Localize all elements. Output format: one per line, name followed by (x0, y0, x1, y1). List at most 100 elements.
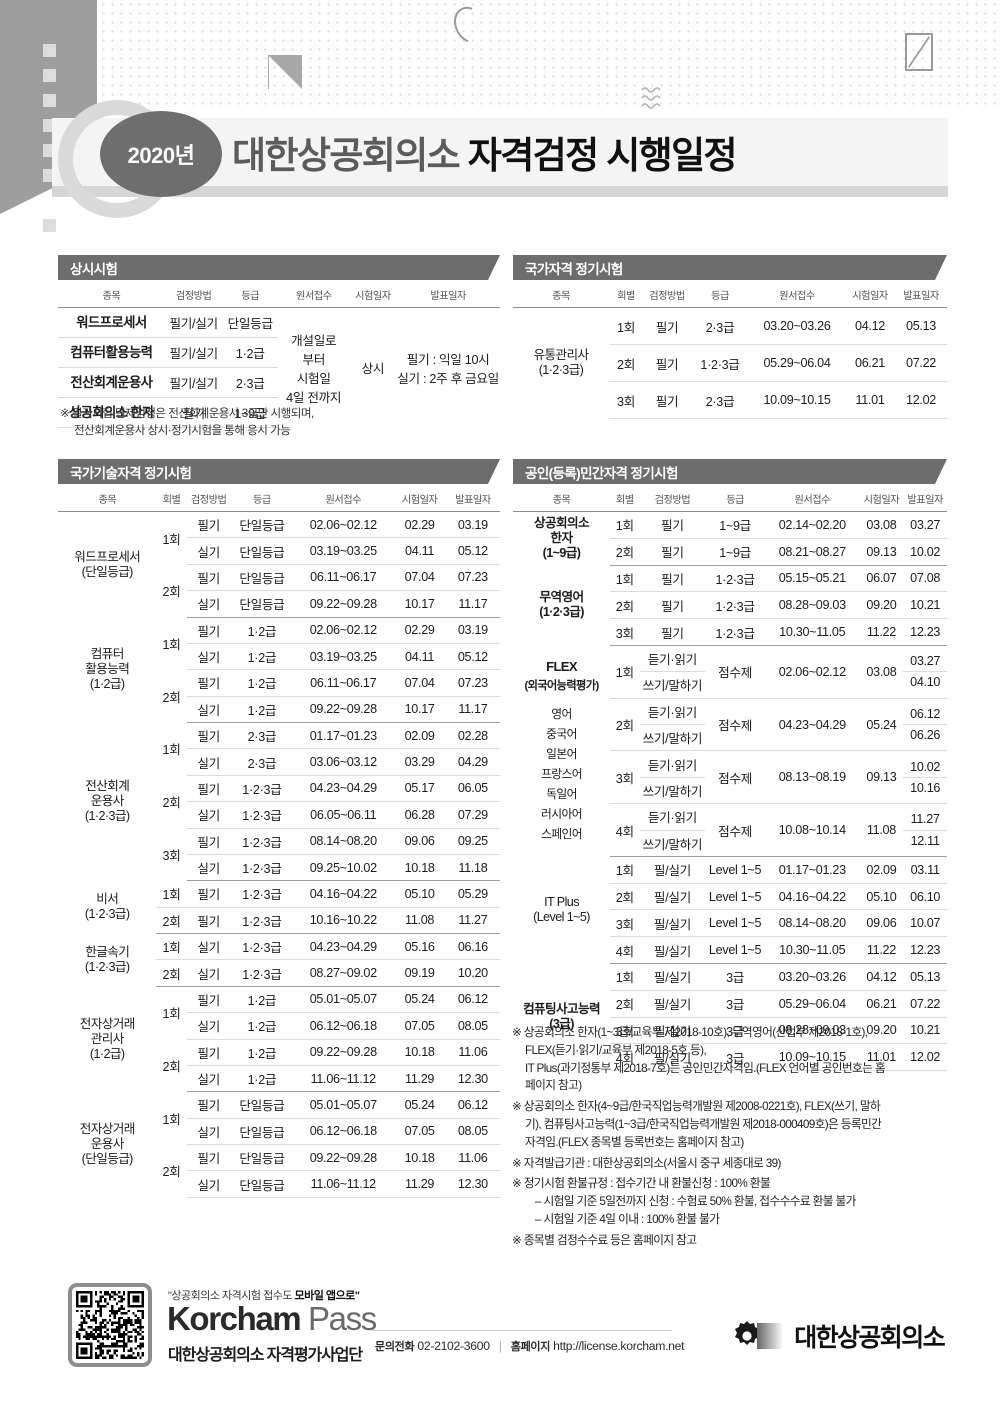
cell-grade: 단일등급 (222, 307, 278, 338)
cell-subject: 비서 (1·2·3급) (58, 881, 156, 934)
always-exam-table: 종목 검정방법 등급 원서접수 시험일자 발표일자 워드프로세서 필기/실기 단… (58, 283, 500, 428)
subject-line-2: (1·2·3급) (84, 907, 130, 922)
qr-code-icon[interactable] (68, 1283, 152, 1367)
cell-grade: 단일등급 (230, 1118, 294, 1146)
subject-line-2: (Level 1~5) (533, 909, 590, 924)
cell-method: 실기 (186, 1118, 231, 1146)
cell-method: 실기 (186, 643, 231, 671)
col-grade: 등급 (691, 283, 749, 308)
subject-line-1: 전산회계 (85, 779, 130, 794)
app-tagline: "상공회의소 자격시험 접수도 모바일 앱으로" (168, 1287, 360, 1303)
cell-examdate: 09.06 (859, 909, 904, 938)
cell-round: 2회 (162, 796, 181, 811)
footnote-1-line-1: ※ 상공회의소 한자(1~3급/교육부 제2018-10호), 무역영어(산업부… (512, 1026, 868, 1039)
table-row: 실기 단일등급 06.12~06.18 07.05 08.05 (58, 1118, 500, 1146)
cell-grade: Level 1~5 (705, 856, 765, 884)
cell-resultdate: 11.17 (445, 590, 500, 618)
col-method: 검정방법 (164, 283, 223, 308)
cell-resultdate: 05.13 (903, 963, 947, 991)
col-examdate: 시험일자 (349, 283, 397, 308)
table-header-row: 종목 회별 검정방법 등급 원서접수 시험일자 발표일자 (513, 283, 947, 308)
cell-round: 2회 (162, 690, 181, 705)
table-row: 4회 필/실기 Level 1~5 10.30~11.05 11.22 12.23 (513, 936, 947, 965)
method-listening-reading: 듣기·읽기 (639, 804, 706, 831)
cell-resultdate: 12.02 (895, 381, 947, 419)
cell-application: 05.01~05.07 (293, 986, 394, 1014)
cell-grade: 단일등급 (230, 590, 294, 618)
table-row: 한글속기 (1·2·3급) 1회 실기 1·2·3급 04.23~04.29 05.16 06… (58, 933, 500, 974)
cell-method: 필기 (186, 669, 231, 697)
year-badge-label: 2020년 (127, 143, 195, 168)
cell-resultdate: 10.20 (445, 959, 500, 987)
cell-application: 06.11~06.17 (293, 669, 394, 697)
gear-logo-icon (735, 1321, 784, 1349)
cell-round: 4회 (610, 936, 640, 965)
col-examdate: 시험일자 (859, 487, 904, 512)
cell-grade: 1·2급 (230, 696, 294, 724)
cell-method: 듣기·읽기 쓰기/말하기 (639, 750, 706, 805)
subject-line-1: 전자상거래 (79, 1122, 136, 1136)
cell-application: 10.09~10.15 (749, 381, 845, 419)
cell-grade: 3급 (705, 963, 765, 991)
subject-line-8: 독일어 (546, 787, 577, 802)
cell-resultdate: 07.08 (903, 565, 947, 593)
cell-resultdate: 07.22 (895, 344, 947, 382)
method-writing-speaking: 쓰기/말하기 (642, 679, 703, 694)
subject-line-3: (1·2·3급) (84, 809, 130, 824)
table-row: 2회 필기 1·2·3급 04.23~04.29 05.17 06.05 (58, 775, 500, 810)
cell-round: 1회 (162, 743, 181, 758)
table-row: 컴퓨터 활용능력 (1·2급) 1회 필기 1·2급 02.06~02.12 02.29 03.… (58, 617, 500, 691)
cell-grade: 2·3급 (230, 748, 294, 776)
cell-examdate: 05.16 (393, 933, 446, 961)
col-method: 검정방법 (639, 487, 706, 512)
tech-exam-table: 종목 회별 검정방법 등급 원서접수 시험일자 발표일자 워드프로세서 (단일등급… (58, 487, 500, 1198)
cell-round: 1회 (162, 1112, 181, 1127)
top-decoration-band (0, 0, 1000, 109)
cell-method: 실기 (186, 1170, 231, 1198)
cell-grade: 1·2·3급 (705, 618, 765, 646)
table-row: 2회 필기 단일등급 09.22~09.28 10.18 11.06 (58, 1144, 500, 1179)
cell-result-dates: 필기 : 익일 10시 실기 : 2주 후 금요일 (396, 308, 500, 428)
table-row: 실기 1·2·3급 09.25~10.02 10.18 11.18 (58, 854, 500, 882)
table-row: 2회 필/실기 Level 1~5 04.16~04.22 05.10 06.10 (513, 883, 947, 911)
col-resultdate: 발표일자 (903, 487, 947, 512)
cell-application: 11.06~11.12 (293, 1170, 394, 1198)
cell-grade: 3급 (705, 990, 765, 1018)
cell-round: 1회 (162, 1007, 181, 1022)
site-url[interactable]: http://license.korcham.net (553, 1339, 685, 1353)
cell-examdate: 11.22 (859, 936, 904, 965)
cell-application: 09.25~10.02 (293, 854, 394, 882)
cell-examdate: 06.21 (845, 344, 895, 382)
cell-examdate: 03.08 (859, 645, 904, 699)
cell-round: 2회 (162, 1059, 181, 1074)
cell-round: 1회 (609, 307, 643, 345)
cell-application: 09.22~09.28 (293, 1039, 394, 1066)
table-header-row: 종목 회별 검정방법 등급 원서접수 시험일자 발표일자 (58, 487, 500, 512)
cell-resultdate: 11.27 12.11 (903, 803, 947, 857)
cell-method: 필/실기 (639, 936, 706, 965)
cell-grade: 1~9급 (705, 538, 765, 566)
cell-application: 04.23~04.29 (764, 698, 860, 752)
table-row: 2회 실기 1·2·3급 08.27~09.02 09.19 10.20 (58, 959, 500, 987)
cell-application: 10.09~10.15 (764, 1043, 860, 1072)
table-row: 2회 필/실기 3급 05.29~06.04 06.21 07.22 (513, 990, 947, 1018)
app-line-1: 개설일로 (291, 333, 337, 348)
section-header-tech-exam: 국가기술자격 정기시험 (58, 459, 500, 484)
subject-line-2: (1·2·3급) (539, 605, 584, 620)
cell-examdate: 05.10 (393, 880, 446, 908)
cell-resultdate: 02.28 (445, 722, 500, 750)
cell-resultdate: 06.12 (445, 1091, 500, 1119)
cell-round: 2회 (610, 990, 640, 1018)
result-writing-speaking: 10.16 (910, 780, 941, 795)
col-examdate: 시험일자 (845, 283, 895, 308)
subject-line-2: 관리사 (90, 1031, 125, 1046)
square-decor-icon (905, 33, 933, 71)
col-application: 원서접수 (749, 283, 845, 308)
cell-application: 10.08~10.14 (764, 803, 860, 857)
cell-method: 실기 (186, 537, 231, 565)
result-line-1: 필기 : 익일 10시 (406, 352, 490, 367)
col-method: 검정방법 (186, 487, 231, 512)
cell-resultdate: 12.30 (445, 1170, 500, 1198)
cell-examdate: 10.18 (393, 854, 446, 882)
